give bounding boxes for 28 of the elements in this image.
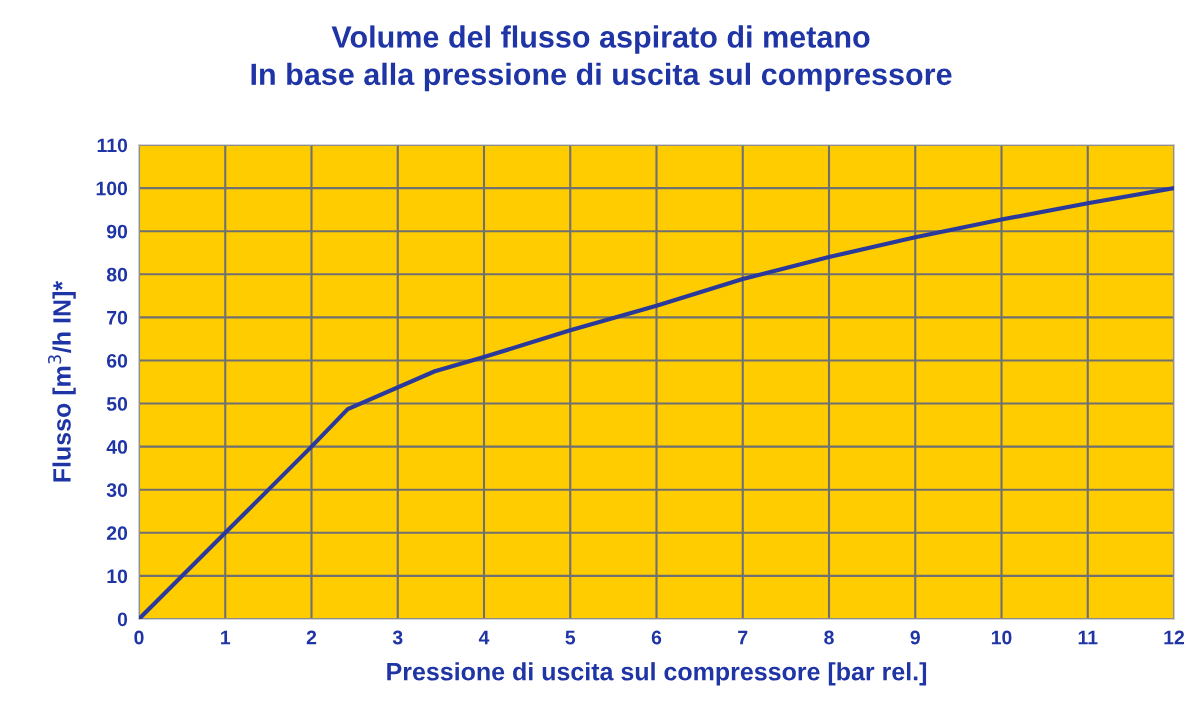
x-tick-label: 10 bbox=[991, 630, 1012, 645]
y-tick-label: 30 bbox=[106, 483, 128, 497]
y-tick-label: 0 bbox=[117, 612, 128, 627]
x-tick-label: 4 bbox=[478, 630, 490, 645]
x-tick-label: 2 bbox=[306, 630, 317, 645]
x-tick-label: 0 bbox=[134, 630, 144, 645]
x-tick-label: 9 bbox=[910, 630, 920, 645]
x-tick-label: 12 bbox=[1164, 630, 1185, 645]
y-tick-label: 80 bbox=[106, 267, 128, 282]
x-tick-label: 8 bbox=[824, 630, 834, 645]
y-axis-title: Flusso [m$^{3}$/h IN]* bbox=[48, 280, 76, 482]
y-tick-label: 100 bbox=[96, 181, 128, 196]
x-tick-label: 11 bbox=[1078, 630, 1098, 645]
y-tick-label: 60 bbox=[106, 353, 128, 368]
y-tick-label: 40 bbox=[106, 440, 128, 454]
x-tick-label: 5 bbox=[565, 630, 576, 645]
x-tick-label: 7 bbox=[738, 630, 748, 645]
x-tick-label: 6 bbox=[651, 630, 662, 645]
x-axis-title: Pressione di uscita sul compressore [bar rel.] bbox=[387, 662, 927, 686]
y-tick-label: 50 bbox=[106, 397, 128, 411]
y-tick-label: 110 bbox=[97, 138, 128, 153]
x-tick-label: 1 bbox=[221, 630, 231, 645]
x-tick-label: 3 bbox=[392, 630, 403, 645]
y-tick-label: 70 bbox=[107, 310, 128, 325]
chart-title: Volume del flusso aspirato di metano In base alla pressione di uscita sul compressore bbox=[251, 25, 952, 92]
y-tick-label: 10 bbox=[107, 569, 128, 584]
y-tick-label: 90 bbox=[106, 224, 128, 239]
y-tick-label: 20 bbox=[106, 526, 128, 541]
